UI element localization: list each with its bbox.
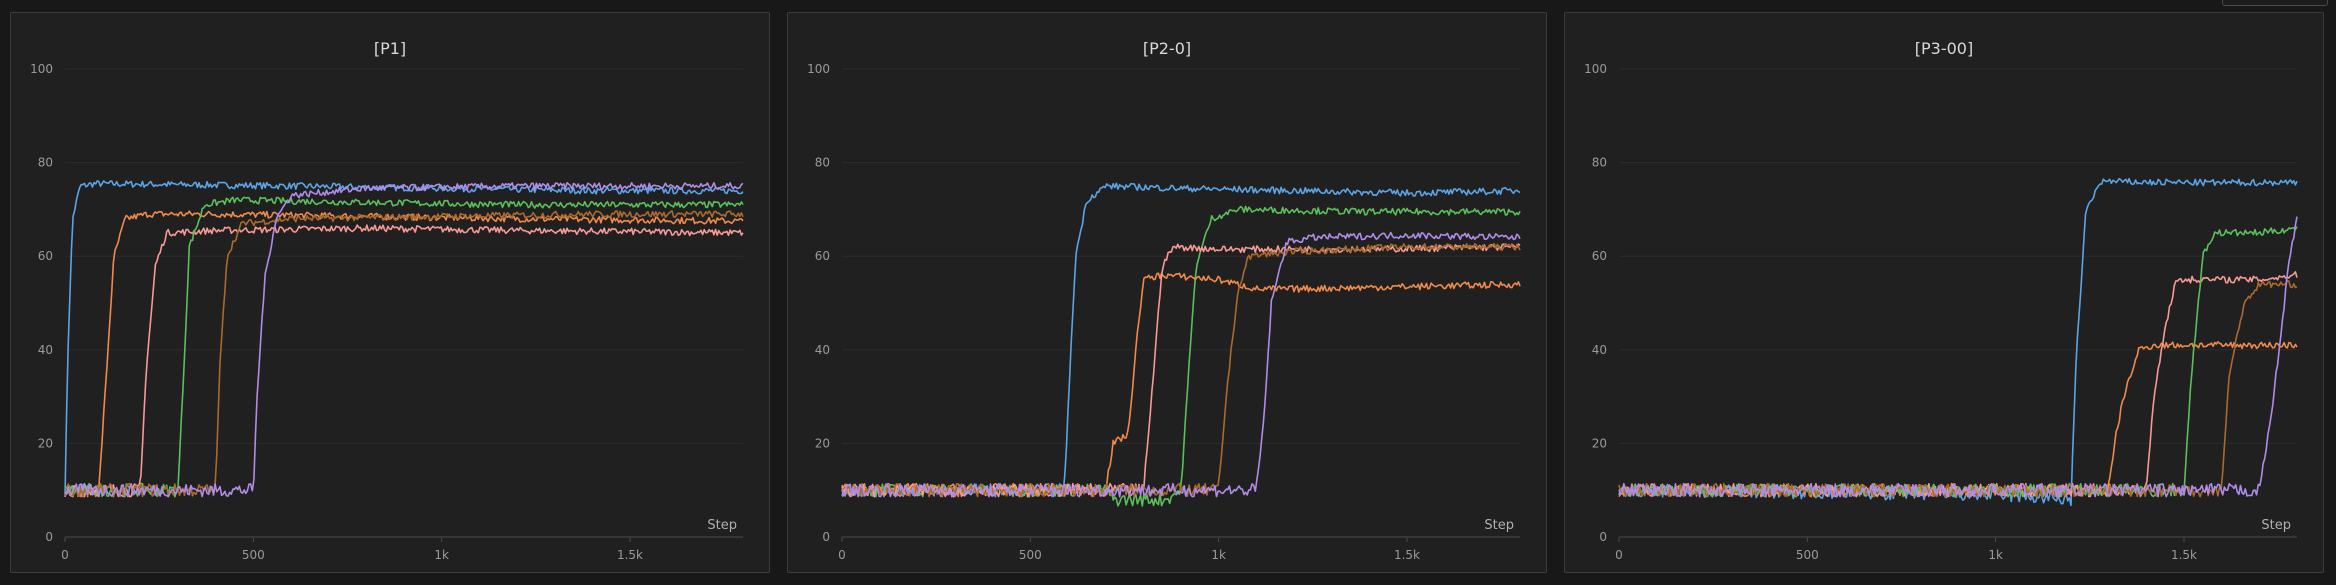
x-tick-label: 500 bbox=[242, 548, 265, 562]
top-tab[interactable] bbox=[2222, 0, 2328, 6]
series-line bbox=[64, 224, 744, 498]
y-tick-label: 100 bbox=[807, 62, 830, 76]
y-tick-label: 80 bbox=[815, 156, 830, 170]
x-tick-label: 500 bbox=[1019, 548, 1042, 562]
y-tick-label: 80 bbox=[38, 156, 53, 170]
series-line bbox=[841, 272, 1521, 498]
y-tick-label: 20 bbox=[1592, 436, 1607, 450]
y-tick-label: 60 bbox=[38, 249, 53, 263]
series-line bbox=[841, 242, 1521, 498]
y-tick-label: 40 bbox=[815, 343, 830, 357]
chart-plot-p2[interactable]: 0 20 40 60 80 100 0 500 1k 1.5k Step bbox=[788, 13, 1548, 574]
x-tick-label: 500 bbox=[1796, 548, 1819, 562]
x-tick-label: 1k bbox=[434, 548, 449, 562]
series-line bbox=[1618, 280, 2298, 498]
series-line bbox=[1618, 216, 2298, 498]
y-tick-label: 0 bbox=[45, 530, 53, 544]
chart-plot-p3[interactable]: 0 20 40 60 80 100 0 500 1k 1.5k Step bbox=[1565, 13, 2325, 574]
x-tick-label: 1k bbox=[1988, 548, 2003, 562]
series-line bbox=[1618, 271, 2298, 498]
series-line bbox=[64, 196, 744, 498]
y-tick-label: 100 bbox=[30, 62, 53, 76]
chart-panel-p3: [P3-00] 0 20 40 60 80 100 0 500 1k 1.5k Step bbox=[1564, 12, 2324, 573]
chart-plot-p1[interactable]: 0 20 40 60 80 100 0 500 1k 1.5k Step bbox=[11, 13, 771, 574]
series-line bbox=[841, 205, 1521, 507]
x-tick-label: 0 bbox=[1615, 548, 1623, 562]
x-tick-label: 0 bbox=[838, 548, 846, 562]
y-tick-label: 60 bbox=[1592, 249, 1607, 263]
series-line bbox=[841, 182, 1521, 498]
x-axis-label: Step bbox=[1484, 518, 1514, 533]
y-tick-label: 100 bbox=[1584, 62, 1607, 76]
series-line bbox=[841, 243, 1521, 498]
y-tick-label: 0 bbox=[822, 530, 830, 544]
x-axis-label: Step bbox=[707, 518, 737, 533]
chart-title: [P1] bbox=[373, 39, 407, 58]
series-line bbox=[841, 231, 1521, 498]
series-line bbox=[1618, 226, 2298, 498]
y-tick-label: 60 bbox=[815, 249, 830, 263]
y-tick-label: 20 bbox=[815, 436, 830, 450]
series-line bbox=[1618, 341, 2298, 498]
y-tick-label: 80 bbox=[1592, 156, 1607, 170]
series-line bbox=[64, 182, 744, 498]
x-axis-label: Step bbox=[2261, 518, 2291, 533]
chart-panel-p1: [P1] 0 20 40 60 80 100 0 500 1k 1.5k Step bbox=[10, 12, 770, 573]
x-tick-label: 1.5k bbox=[1394, 548, 1420, 562]
x-tick-label: 1.5k bbox=[617, 548, 643, 562]
x-tick-label: 1k bbox=[1211, 548, 1226, 562]
chart-title: [P3-00] bbox=[1914, 39, 1974, 58]
chart-panel-p2: [P2-0] 0 20 40 60 80 100 0 500 1k 1.5k Step bbox=[787, 12, 1547, 573]
series-line bbox=[64, 210, 744, 498]
y-tick-label: 40 bbox=[1592, 343, 1607, 357]
series-line bbox=[64, 210, 744, 498]
y-tick-label: 20 bbox=[38, 436, 53, 450]
x-tick-label: 1.5k bbox=[2171, 548, 2197, 562]
chart-title: [P2-0] bbox=[1142, 39, 1192, 58]
y-tick-label: 40 bbox=[38, 343, 53, 357]
y-tick-label: 0 bbox=[1599, 530, 1607, 544]
series-line bbox=[64, 180, 744, 497]
x-tick-label: 0 bbox=[61, 548, 69, 562]
